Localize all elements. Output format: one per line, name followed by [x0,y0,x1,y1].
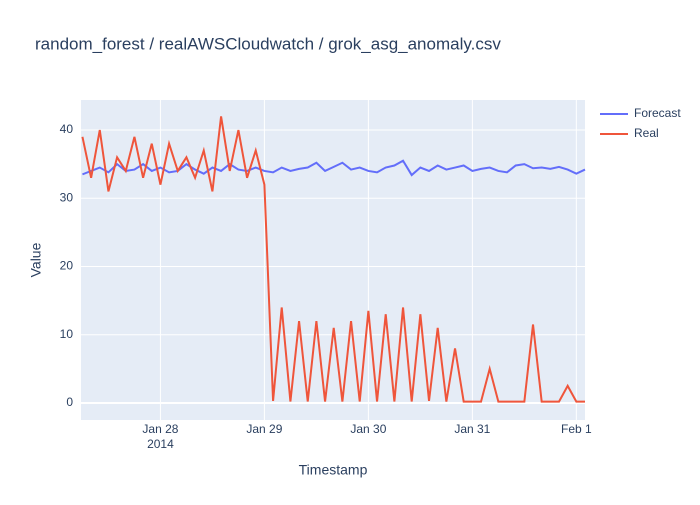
x-tick-label: Jan 31 [454,422,490,436]
x-tick-label: Jan 28 [142,422,178,436]
x-tick-label: Jan 29 [246,422,282,436]
y-axis-title: Value [28,242,44,277]
x-axis-title: Timestamp [299,462,368,478]
legend-label: Real [634,126,659,140]
y-tick-label: 0 [66,395,73,409]
y-tick-label: 10 [60,327,74,341]
y-tick-label: 20 [60,259,74,273]
series-line [82,159,586,177]
series-line [81,116,585,403]
plot-area [81,100,585,420]
y-tick-label: 40 [60,122,74,136]
x-tick-sublabel: 2014 [147,437,174,451]
x-tick-label: Feb 1 [561,422,592,436]
x-tick-label: Jan 30 [350,422,386,436]
chart-title: random_forest / realAWSCloudwatch / grok… [35,34,501,53]
y-tick-label: 30 [60,190,74,204]
legend-label: Forecast [634,106,681,120]
